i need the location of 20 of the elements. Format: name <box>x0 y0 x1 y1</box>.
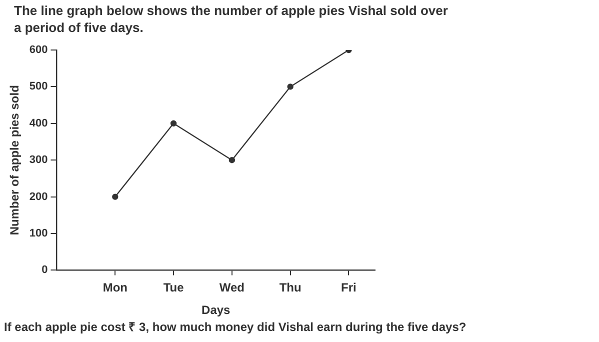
x-tick-label: Thu <box>279 280 302 295</box>
x-tick-label: Mon <box>102 280 128 295</box>
point <box>170 120 177 126</box>
y-tick-label: 100 <box>29 228 48 240</box>
point <box>228 157 236 164</box>
text: If each apple pie cost ₹ 3, how much money did Vishal earn during the five days? <box>4 319 466 335</box>
y-tick-label: 600 <box>29 44 48 56</box>
y-tick-label: 300 <box>29 154 48 166</box>
x-tick-label: Tue <box>163 280 184 295</box>
point <box>112 194 118 200</box>
chart-title: The line graph below shows the number of apple pies Vishal sold over a period of five days. <box>14 2 449 36</box>
y-axis-title: Number of apple pies sold <box>8 85 22 236</box>
x-tick-label: Wed <box>219 280 244 295</box>
y-tick-label: 500 <box>29 80 48 93</box>
y-tick-label: 0 <box>42 264 48 276</box>
y-tick-label: 400 <box>29 117 48 130</box>
point <box>287 84 294 90</box>
y-tick-label: 200 <box>29 190 48 203</box>
x-tick-label: Fri <box>341 280 356 295</box>
x-axis-title: Days <box>202 303 231 318</box>
